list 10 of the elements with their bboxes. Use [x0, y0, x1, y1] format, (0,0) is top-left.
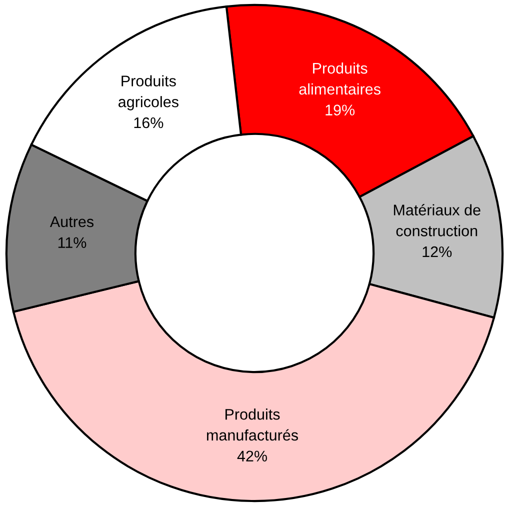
data-label: 12% — [422, 246, 452, 258]
slice-label: Produits agricoles — [118, 75, 178, 110]
slice-label: Produits alimentaires — [299, 62, 380, 95]
data-label: 16% — [134, 117, 164, 128]
data-label: 42% — [237, 450, 268, 462]
slice-label: Autres — [50, 216, 94, 228]
data-label: 11% — [58, 237, 86, 248]
data-label: 19% — [326, 104, 355, 116]
slice-label: Produits manufacturés — [206, 408, 298, 441]
slice-label: Matériaux de construction — [394, 204, 480, 236]
